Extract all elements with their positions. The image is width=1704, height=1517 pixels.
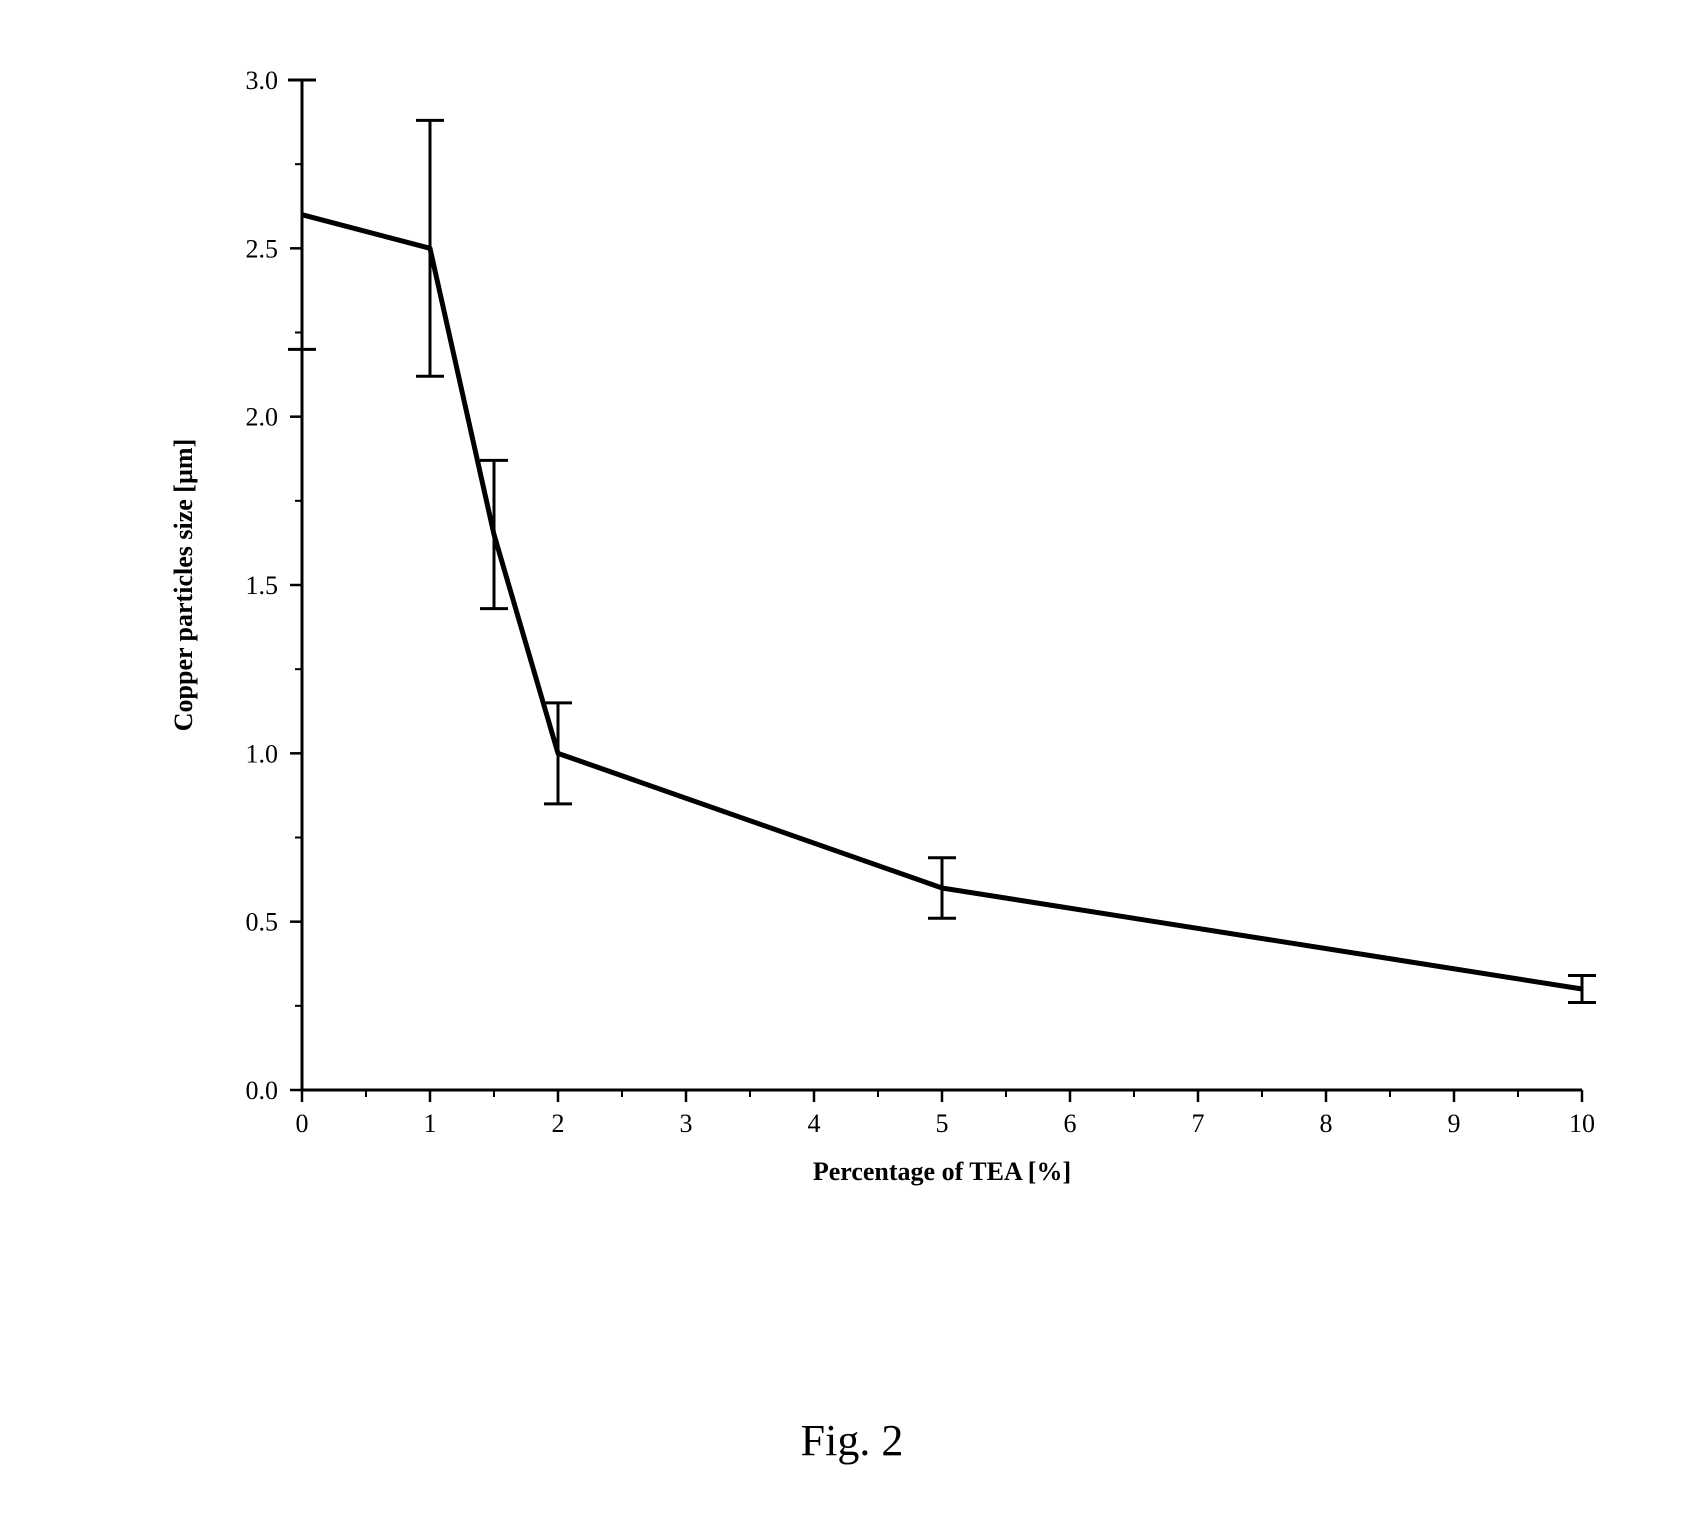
x-tick-label: 5: [936, 1109, 949, 1138]
x-tick-label: 8: [1320, 1109, 1333, 1138]
x-axis-label: Percentage of TEA [%]: [813, 1157, 1071, 1186]
y-tick-label: 0.0: [246, 1076, 279, 1105]
y-tick-label: 3.0: [246, 66, 279, 95]
x-tick-label: 9: [1448, 1109, 1461, 1138]
y-tick-label: 2.5: [246, 234, 279, 263]
x-tick-label: 0: [296, 1109, 309, 1138]
figure-caption: Fig. 2: [102, 1415, 1602, 1466]
x-tick-label: 4: [808, 1109, 821, 1138]
y-tick-label: 2.0: [246, 403, 279, 432]
x-tick-label: 3: [680, 1109, 693, 1138]
x-tick-label: 2: [552, 1109, 565, 1138]
chart-svg: 0.0 0.5 1.0 1.5 2.0 2.5 3.0 0 1 2 3 4 5 6 7 8 9 10 Percent…: [102, 40, 1602, 1380]
chart-container: 0.0 0.5 1.0 1.5 2.0 2.5 3.0 0 1 2 3 4 5 6 7 8 9 10 Percent…: [102, 40, 1602, 1380]
y-tick-label: 0.5: [246, 908, 279, 937]
x-tick-label: 6: [1064, 1109, 1077, 1138]
y-axis-label: Copper particles size [µm]: [169, 439, 198, 732]
y-tick-label: 1.0: [246, 739, 279, 768]
x-tick-label: 1: [424, 1109, 437, 1138]
y-tick-label: 1.5: [246, 571, 279, 600]
x-tick-label: 10: [1569, 1109, 1595, 1138]
x-tick-label: 7: [1192, 1109, 1205, 1138]
